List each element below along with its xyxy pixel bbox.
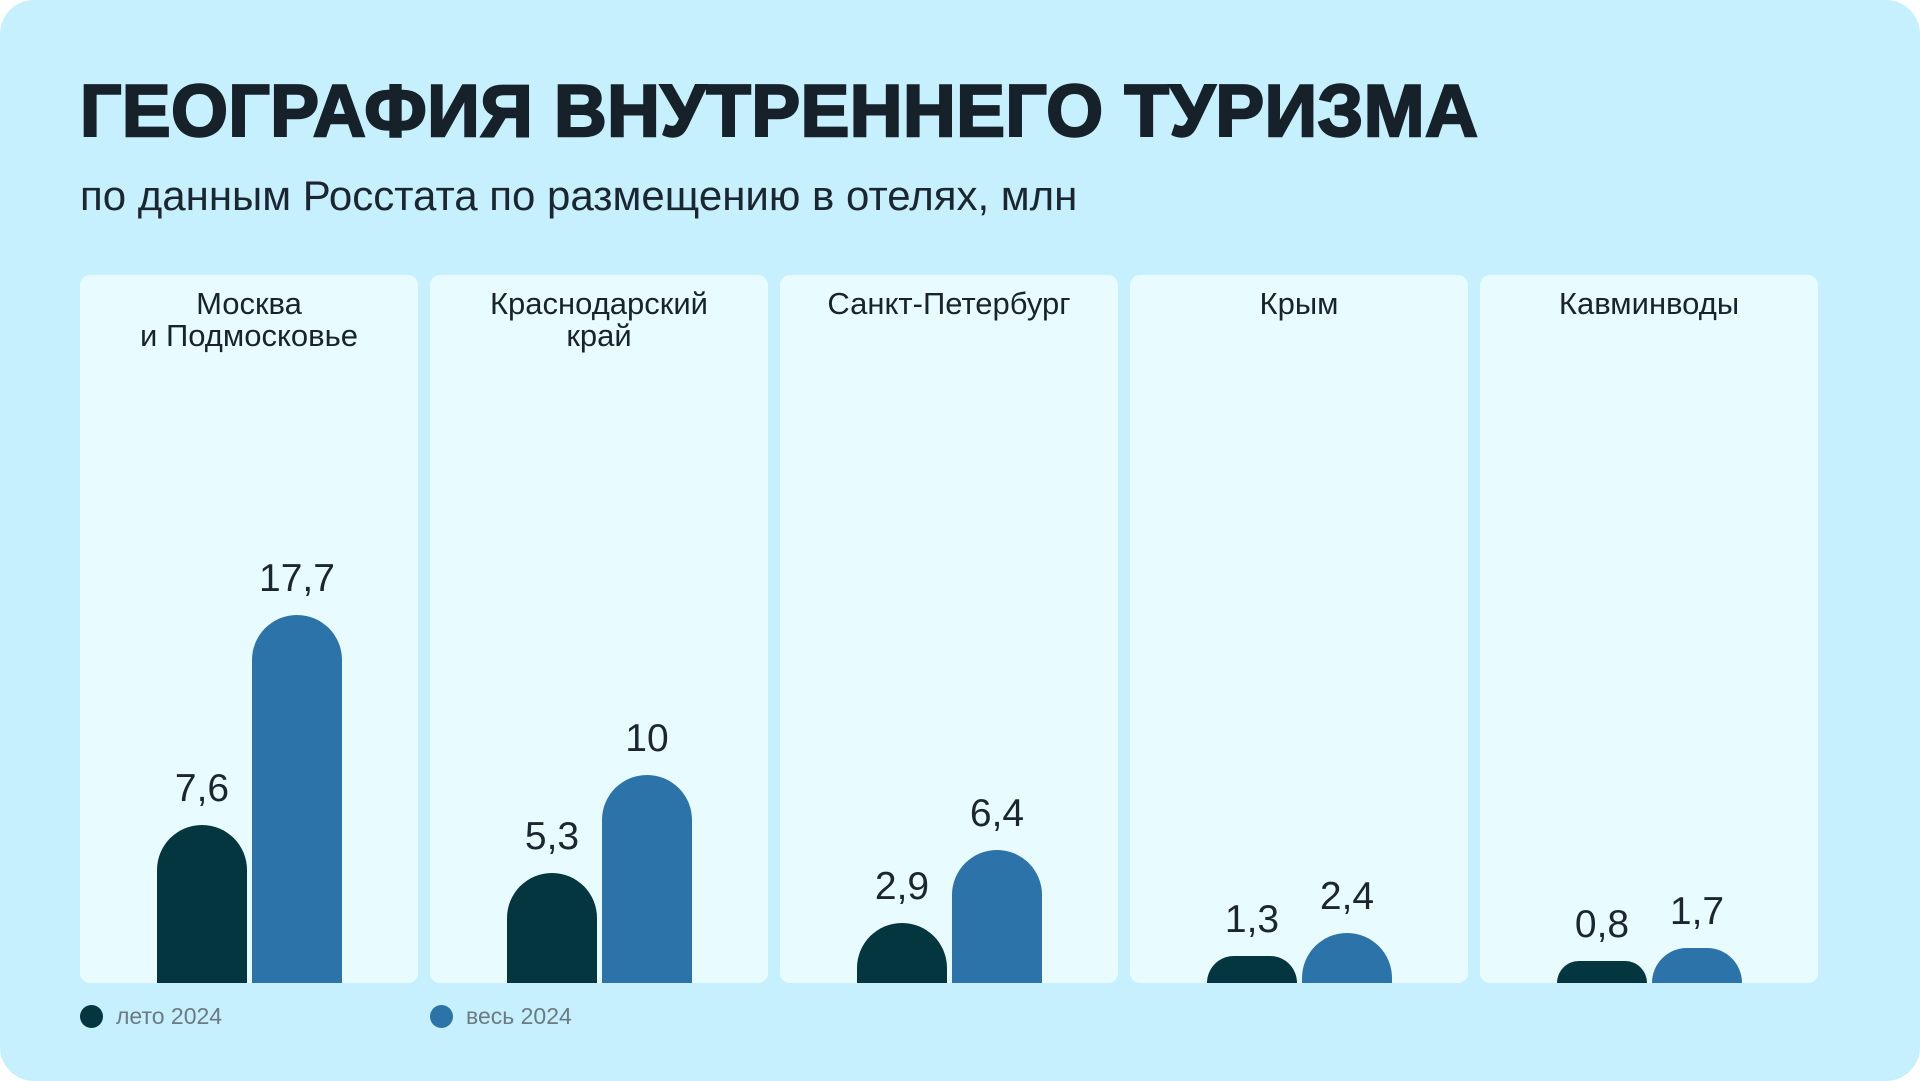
bar-summer xyxy=(1207,955,1297,983)
legend-swatch-year xyxy=(430,1004,453,1028)
bar-year xyxy=(952,849,1042,983)
category-panel: Краснодарский край 5,3 10 xyxy=(430,275,768,983)
data-label-year: 1,7 xyxy=(1669,889,1725,933)
bar-summer xyxy=(1557,961,1647,983)
data-label-year: 2,4 xyxy=(1319,875,1375,919)
category-label: Санкт-Петербург xyxy=(827,286,1071,321)
category-label: Москва и Подмосковье xyxy=(140,286,358,353)
bar-year xyxy=(1302,933,1392,983)
data-label-summer: 0,8 xyxy=(1574,903,1630,946)
legend-label-summer: лето 2024 xyxy=(116,1002,223,1029)
data-label-year: 6,4 xyxy=(969,791,1025,835)
category-panel: Крым 1,3 2,4 xyxy=(1130,275,1468,983)
bar-summer xyxy=(157,824,247,983)
data-label-year: 10 xyxy=(625,717,669,760)
bar-summer xyxy=(507,872,597,983)
data-label-year: 17,7 xyxy=(259,556,335,600)
chart-subtitle: по данным Росстата по размещению в отеля… xyxy=(80,172,1078,219)
legend-swatch-summer xyxy=(80,1004,103,1028)
chart-title: ГЕОГРАФИЯ ВНУТРЕННЕГО ТУРИЗМА xyxy=(79,71,1479,152)
legend-label-year: весь 2024 xyxy=(466,1002,572,1029)
category-panel: Москва и Подмосковье 7,6 17,7 xyxy=(80,275,418,983)
category-panel: Санкт-Петербург 2,9 6,4 xyxy=(780,275,1118,983)
bar-year xyxy=(252,614,342,983)
data-label-summer: 7,6 xyxy=(174,766,230,810)
data-label-summer: 1,3 xyxy=(1224,897,1280,941)
legend-item-summer: лето 2024 xyxy=(80,1003,222,1029)
bar-year xyxy=(1652,947,1742,983)
bar-year xyxy=(602,775,692,983)
legend-item-year: весь 2024 xyxy=(430,1003,572,1029)
data-label-summer: 2,9 xyxy=(874,864,930,908)
bar-summer xyxy=(857,922,947,983)
category-label: Краснодарский край xyxy=(490,286,708,353)
category-panel: Кавминводы 0,8 1,7 xyxy=(1480,275,1818,983)
category-label: Кавминводы xyxy=(1558,286,1740,321)
data-label-summer: 5,3 xyxy=(524,814,580,858)
category-label: Крым xyxy=(1259,286,1339,321)
